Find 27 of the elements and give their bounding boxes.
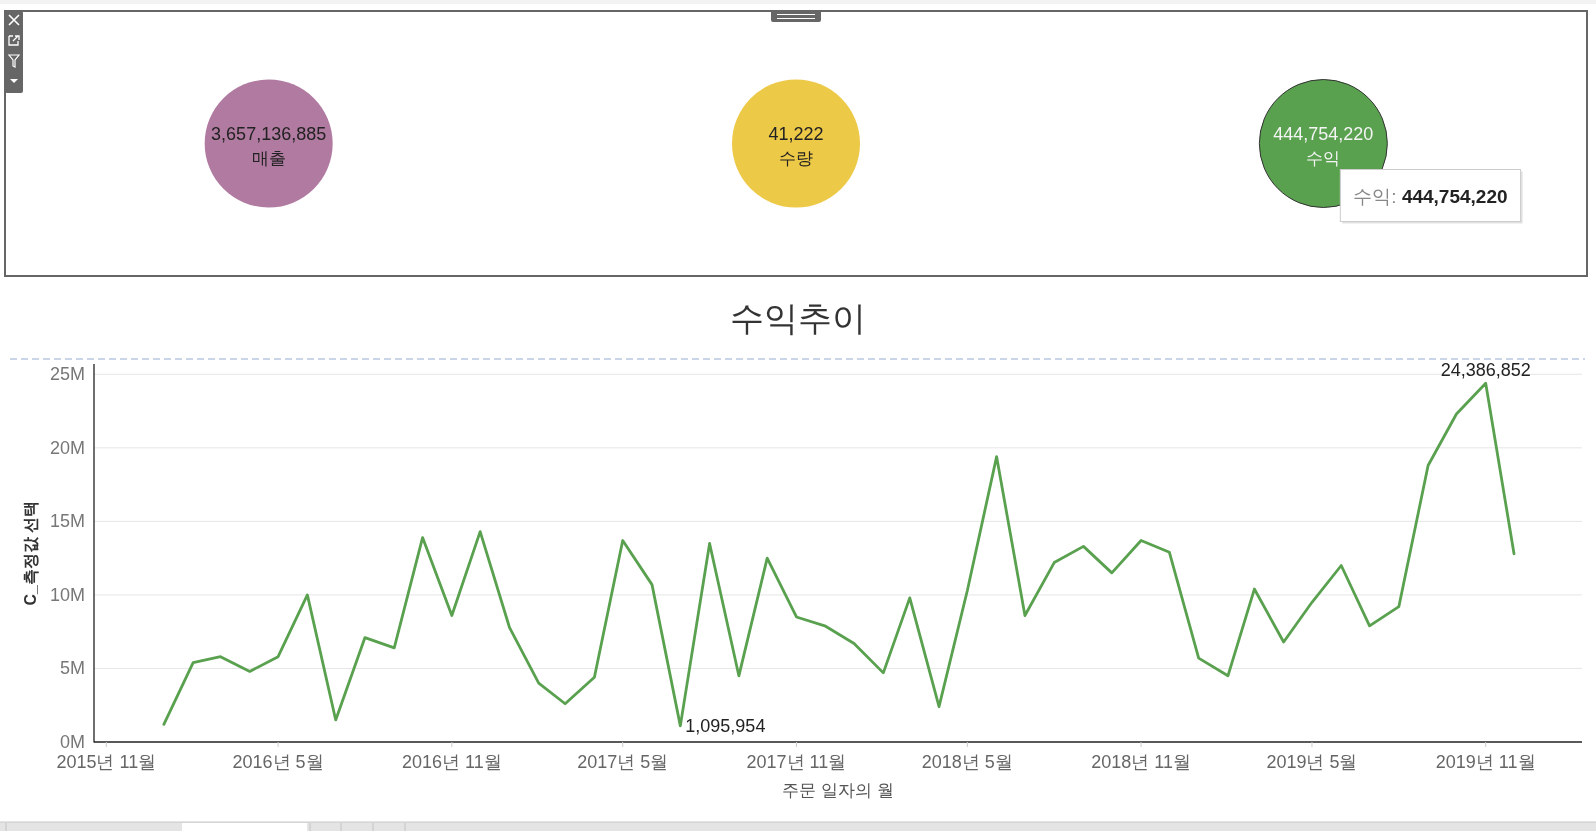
y-tick-label: 25M <box>50 364 85 385</box>
x-tick-label: 2019년 5월 <box>1266 752 1358 772</box>
tooltip-text: 수익: 444,754,220 <box>1353 185 1508 206</box>
data-label: 1,095,954 <box>685 715 766 736</box>
x-tick-label: 2018년 11월 <box>1091 752 1191 772</box>
x-tick-label: 2015년 11월 <box>56 752 157 772</box>
title: 수익추이 <box>730 299 866 337</box>
x-tick-label: 2018년 5월 <box>921 752 1013 772</box>
data-label: 24,386,852 <box>1440 360 1531 381</box>
x-tick-label: 2017년 5월 <box>577 752 669 772</box>
kpi-name: 수량 <box>779 148 813 167</box>
kpi-value: 3,657,136,885 <box>211 123 327 144</box>
kpi-name: 매출 <box>251 148 286 167</box>
y-tick-label: 5M <box>60 658 85 679</box>
x-tick-label: 2016년 5월 <box>232 752 324 772</box>
x-tick-label: 2019년 11월 <box>1435 752 1536 772</box>
x-axis-title: 주문 일자의 월 <box>782 780 894 800</box>
kpi-value: 41,222 <box>768 123 824 144</box>
x-tick-label: 2016년 11월 <box>401 752 502 772</box>
y-tick-label: 0M <box>60 732 85 752</box>
kpi-value: 444,754,220 <box>1273 123 1374 144</box>
y-tick-label: 20M <box>50 437 85 458</box>
kpi-name: 수익 <box>1306 148 1341 167</box>
y-tick-label: 10M <box>50 584 85 605</box>
x-tick-label: 2017년 11월 <box>746 752 847 772</box>
y-tick-label: 15M <box>50 511 85 532</box>
y-axis-title: C_측정값 선택 <box>21 500 39 606</box>
